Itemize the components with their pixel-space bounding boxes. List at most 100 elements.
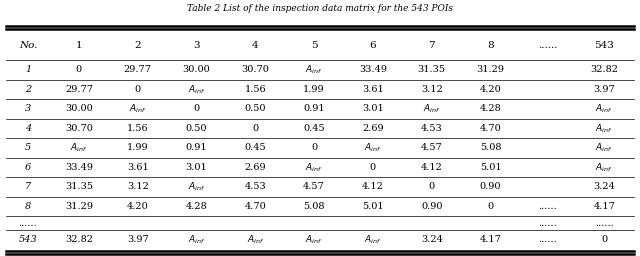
Text: 0: 0 [193,104,200,113]
Text: 4.53: 4.53 [421,124,443,133]
Text: 33.49: 33.49 [359,65,387,74]
Text: Table 2 List of the inspection data matrix for the 543 POIs: Table 2 List of the inspection data matr… [187,4,453,13]
Text: $A_{inf}$: $A_{inf}$ [305,161,323,174]
Text: 3: 3 [25,104,31,113]
Text: 29.77: 29.77 [124,65,152,74]
Text: 2.69: 2.69 [244,163,266,172]
Text: 0: 0 [134,85,141,94]
Text: 5: 5 [25,143,31,152]
Text: 0: 0 [252,124,259,133]
Text: 3.97: 3.97 [593,85,615,94]
Text: 5.08: 5.08 [480,143,501,152]
Text: $A_{inf}$: $A_{inf}$ [423,103,440,115]
Text: 0.50: 0.50 [244,104,266,113]
Text: 4.70: 4.70 [244,202,266,211]
Text: 4.20: 4.20 [127,202,148,211]
Text: 0: 0 [429,182,435,191]
Text: 4.20: 4.20 [479,85,501,94]
Text: 0.90: 0.90 [421,202,442,211]
Text: 30.70: 30.70 [65,124,93,133]
Text: 7: 7 [428,41,435,50]
Text: 5.01: 5.01 [480,163,501,172]
Text: 4.17: 4.17 [593,202,615,211]
Text: 6: 6 [370,41,376,50]
Text: 3.01: 3.01 [362,104,384,113]
Text: 2.69: 2.69 [362,124,384,133]
Text: 4: 4 [252,41,259,50]
Text: 5: 5 [311,41,317,50]
Text: $A_{inf}$: $A_{inf}$ [70,142,88,154]
Text: 3.61: 3.61 [362,85,384,94]
Text: 3.01: 3.01 [186,163,207,172]
Text: 30.00: 30.00 [182,65,211,74]
Text: 3.24: 3.24 [593,182,615,191]
Text: 5.01: 5.01 [362,202,384,211]
Text: $A_{inf}$: $A_{inf}$ [595,161,613,174]
Text: 1.99: 1.99 [127,143,148,152]
Text: 8: 8 [25,202,31,211]
Text: 3: 3 [193,41,200,50]
Text: 0.91: 0.91 [186,143,207,152]
Text: 0: 0 [370,163,376,172]
Text: 4: 4 [25,124,31,133]
Text: 3.12: 3.12 [127,182,148,191]
Text: 4.53: 4.53 [244,182,266,191]
Text: 3.97: 3.97 [127,235,148,244]
Text: 1.56: 1.56 [127,124,148,133]
Text: 3.12: 3.12 [420,85,443,94]
Text: 8: 8 [487,41,494,50]
Text: 0: 0 [601,235,607,244]
Text: 2: 2 [134,41,141,50]
Text: 31.35: 31.35 [65,182,93,191]
Text: 0.90: 0.90 [480,182,501,191]
Text: $A_{inf}$: $A_{inf}$ [595,122,613,135]
Text: 0.45: 0.45 [244,143,266,152]
Text: 31.35: 31.35 [418,65,445,74]
Text: $A_{inf}$: $A_{inf}$ [188,180,205,193]
Text: $A_{inf}$: $A_{inf}$ [188,234,205,246]
Text: 3.24: 3.24 [420,235,443,244]
Text: 1: 1 [25,65,31,74]
Text: ......: ...... [538,235,557,244]
Text: $A_{inf}$: $A_{inf}$ [129,103,147,115]
Text: 30.70: 30.70 [241,65,269,74]
Text: 3.61: 3.61 [127,163,148,172]
Text: 7: 7 [25,182,31,191]
Text: $A_{inf}$: $A_{inf}$ [305,234,323,246]
Text: ......: ...... [538,41,557,50]
Text: 30.00: 30.00 [65,104,93,113]
Text: 4.57: 4.57 [303,182,325,191]
Text: No.: No. [19,41,37,50]
Text: ......: ...... [19,219,37,228]
Text: 4.28: 4.28 [186,202,207,211]
Text: $A_{inf}$: $A_{inf}$ [364,234,381,246]
Text: 4.12: 4.12 [420,163,443,172]
Text: 0.45: 0.45 [303,124,325,133]
Text: 1: 1 [76,41,82,50]
Text: $A_{inf}$: $A_{inf}$ [595,142,613,154]
Text: 0: 0 [488,202,493,211]
Text: 31.29: 31.29 [477,65,504,74]
Text: 1.56: 1.56 [244,85,266,94]
Text: 6: 6 [25,163,31,172]
Text: 543: 543 [19,235,37,244]
Text: 4.57: 4.57 [421,143,443,152]
Text: 0: 0 [311,143,317,152]
Text: 0.91: 0.91 [303,104,325,113]
Text: 1.99: 1.99 [303,85,325,94]
Text: $A_{inf}$: $A_{inf}$ [595,103,613,115]
Text: ......: ...... [538,219,557,228]
Text: $A_{inf}$: $A_{inf}$ [364,142,381,154]
Text: 4.17: 4.17 [479,235,502,244]
Text: 0: 0 [76,65,82,74]
Text: $A_{inf}$: $A_{inf}$ [246,234,264,246]
Text: ......: ...... [595,219,614,228]
Text: 32.82: 32.82 [590,65,618,74]
Text: 31.29: 31.29 [65,202,93,211]
Text: $A_{inf}$: $A_{inf}$ [188,83,205,96]
Text: 2: 2 [25,85,31,94]
Text: 4.70: 4.70 [479,124,501,133]
Text: 0.50: 0.50 [186,124,207,133]
Text: 543: 543 [595,41,614,50]
Text: 4.12: 4.12 [362,182,384,191]
